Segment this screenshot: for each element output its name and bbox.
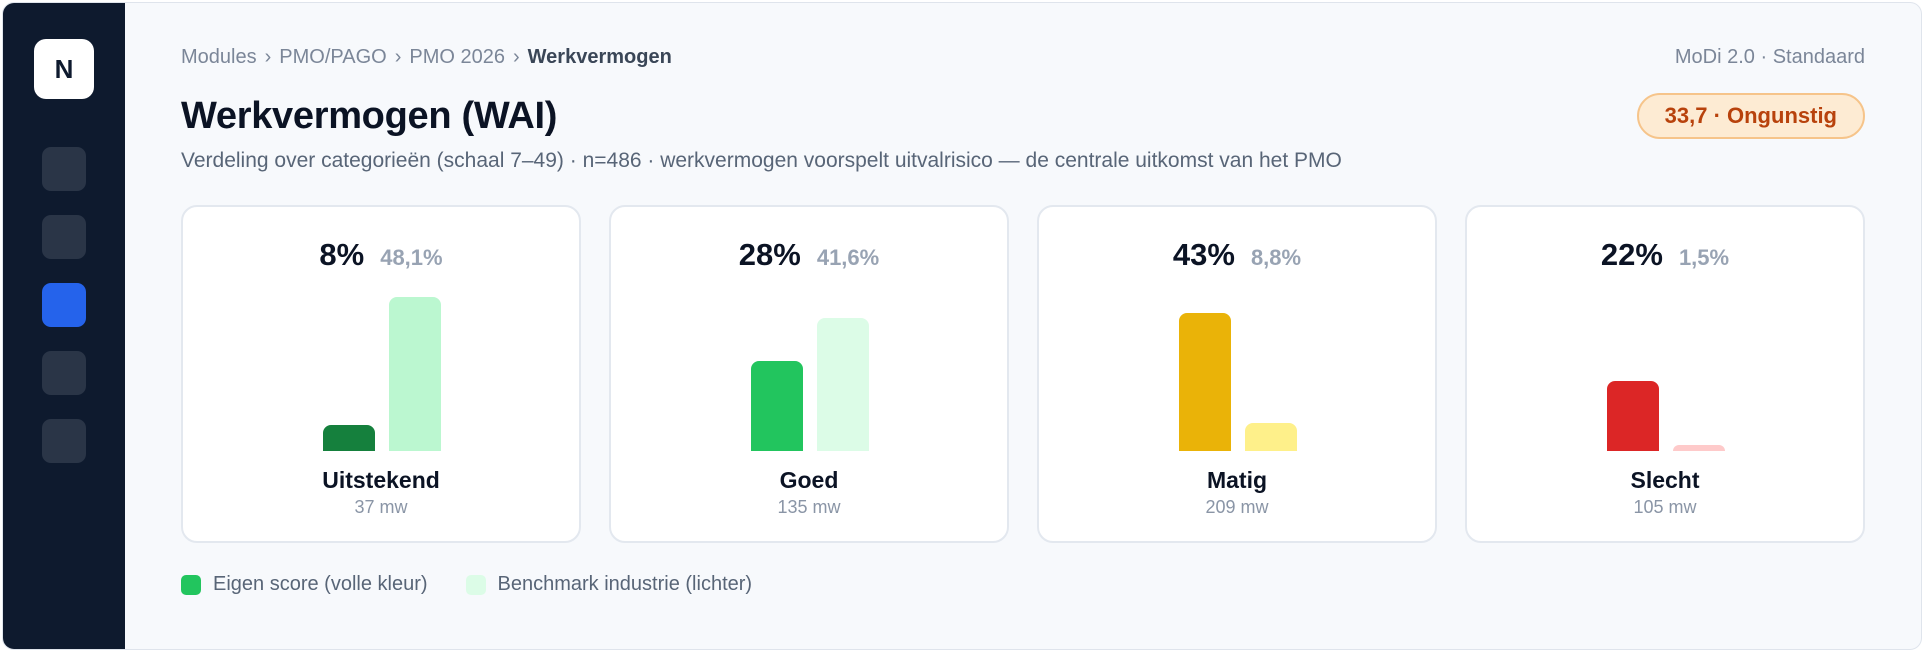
card-header: 28% 41,6% [611,237,1007,273]
page-subtitle: Verdeling over categorieën (schaal 7–49)… [181,149,1342,172]
breadcrumb-current: Werkvermogen [527,45,672,68]
category-cards: 8% 48,1% Uitstekend 37 mw 28% 41,6% [181,205,1865,543]
category-label: Slecht [1630,467,1700,493]
status-badge: 33,7 · Ongunstig [1636,93,1865,139]
benchmark-bar [817,318,869,451]
employee-count: 135 mw [777,497,841,517]
category-card-goed: 28% 41,6% Goed 135 mw [609,205,1009,543]
category-card-uitstekend: 8% 48,1% Uitstekend 37 mw [181,205,581,543]
legend-swatch-benchmark [465,574,486,595]
main-content: Modules › PMO/PAGO › PMO 2026 › Werkverm… [125,3,1921,649]
own-percentage: 28% [738,237,801,272]
breadcrumb-pmo-2026[interactable]: PMO 2026 [409,45,505,68]
card-header: 22% 1,5% [1467,237,1863,273]
version-label: MoDi 2.0 · Standaard [1674,45,1865,68]
own-score-bar [323,425,375,451]
benchmark-percentage: 41,6% [816,245,880,270]
employee-count: 209 mw [1205,497,1269,517]
category-label: Goed [779,467,839,493]
own-percentage: 8% [319,237,365,272]
breadcrumb-pmo-pago[interactable]: PMO/PAGO [279,45,387,68]
bar-group [1039,295,1435,451]
own-score-bar [1179,313,1231,451]
benchmark-percentage: 1,5% [1678,245,1730,270]
category-label: Uitstekend [322,467,440,493]
legend-label-own: Eigen score (volle kleur) [213,573,428,595]
legend: Eigen score (volle kleur) Benchmark indu… [181,573,1865,596]
benchmark-bar [389,297,441,451]
card-header: 8% 48,1% [183,237,579,273]
employee-count: 105 mw [1633,497,1697,517]
employee-count: 37 mw [354,497,408,517]
own-percentage: 22% [1600,237,1663,272]
breadcrumb-modules[interactable]: Modules [181,45,257,68]
legend-item-benchmark: Benchmark industrie (lichter) [465,573,753,596]
own-score-bar [751,361,803,451]
breadcrumb-separator: › [512,45,520,68]
breadcrumb: Modules › PMO/PAGO › PMO 2026 › Werkverm… [181,46,672,69]
legend-swatch-own [181,574,201,595]
bar-group [611,295,1007,451]
category-card-matig: 43% 8,8% Matig 209 mw [1037,205,1437,543]
app-logo[interactable]: N [34,39,94,99]
topbar: Modules › PMO/PAGO › PMO 2026 › Werkverm… [181,43,1865,71]
sidebar-item-5[interactable] [42,419,86,463]
sidebar-item-4[interactable] [42,351,86,395]
legend-item-own: Eigen score (volle kleur) [181,573,428,596]
bar-group [1467,295,1863,451]
legend-label-benchmark: Benchmark industrie (lichter) [497,573,753,595]
title-row: Werkvermogen (WAI) 33,7 · Ongunstig [181,93,1865,139]
breadcrumb-separator: › [264,45,272,68]
card-header: 43% 8,8% [1039,237,1435,273]
breadcrumb-separator: › [394,45,402,68]
benchmark-percentage: 48,1% [380,245,443,270]
sidebar-item-1[interactable] [42,147,86,191]
own-score-bar [1607,381,1659,451]
sidebar-item-2[interactable] [42,215,86,259]
benchmark-percentage: 8,8% [1250,245,1302,270]
sidebar: N [3,3,125,649]
category-card-slecht: 22% 1,5% Slecht 105 mw [1465,205,1865,543]
own-percentage: 43% [1172,237,1235,272]
sidebar-item-3-active[interactable] [42,283,86,327]
benchmark-bar [1245,423,1297,451]
page-title: Werkvermogen (WAI) [181,94,558,137]
benchmark-bar [1673,445,1725,451]
bar-group [183,295,579,451]
category-label: Matig [1206,467,1268,493]
